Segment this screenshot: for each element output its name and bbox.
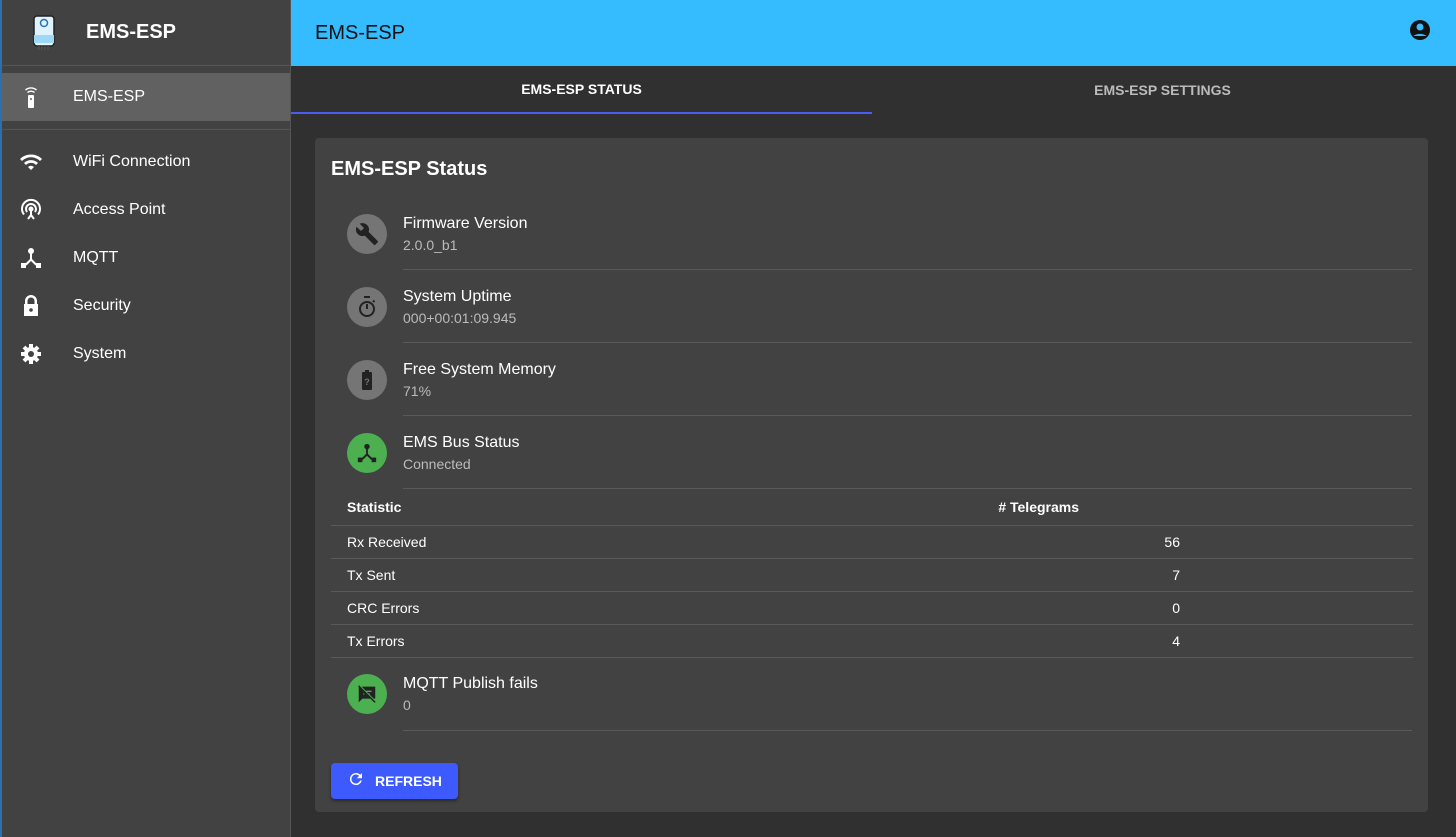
brand: EMS-ESP: [2, 0, 290, 66]
header-title: EMS-ESP: [315, 21, 406, 44]
stat-name: Tx Errors: [331, 624, 528, 658]
sidebar-item-wifi[interactable]: WiFi Connection: [2, 138, 290, 186]
list-item-mqtt-fails: MQTT Publish fails 0: [331, 658, 1412, 731]
gear-icon: [2, 342, 73, 366]
stat-name: Tx Sent: [331, 558, 528, 592]
stat-name: CRC Errors: [331, 591, 528, 625]
wifi-icon: [2, 150, 73, 174]
table-row: Tx Errors 4: [331, 624, 1413, 658]
tab-ems-esp-settings[interactable]: EMS-ESP SETTINGS: [1094, 82, 1231, 98]
sidebar-item-label: MQTT: [73, 249, 119, 266]
tab-ems-esp-status[interactable]: EMS-ESP STATUS: [291, 66, 872, 114]
stat-value: 56: [527, 525, 1413, 559]
list-item-memory: ? Free System Memory 71%: [331, 343, 1412, 416]
sidebar-item-label: Security: [73, 297, 131, 314]
sidebar-item-label: EMS-ESP: [73, 88, 146, 105]
access-point-icon: [2, 198, 73, 222]
sidebar-item-label: System: [73, 345, 127, 362]
table-row: CRC Errors 0: [331, 591, 1413, 625]
status-card: EMS-ESP Status Firmware Version 2.0.0_b1 …: [315, 138, 1428, 812]
list-item-firmware: Firmware Version 2.0.0_b1: [331, 197, 1412, 270]
item-value: 71%: [403, 382, 432, 399]
item-label: MQTT Publish fails: [403, 675, 538, 692]
table-row: Rx Received 56: [331, 525, 1413, 559]
tab-bar: EMS-ESP STATUS EMS-ESP SETTINGS: [291, 66, 1456, 114]
item-value: Connected: [403, 455, 471, 472]
sidebar-item-label: WiFi Connection: [73, 153, 191, 170]
sidebar: EMS-ESP EMS-ESP WiFi Connection Access P…: [0, 0, 291, 837]
item-value: 2.0.0_b1: [403, 236, 458, 253]
lock-icon: [2, 294, 73, 318]
item-label: System Uptime: [403, 287, 512, 305]
app-title: EMS-ESP: [86, 21, 177, 43]
telegram-stats-table: Statistic # Telegrams Rx Received 56 Tx Se…: [331, 489, 1413, 658]
item-value: 0: [403, 697, 411, 713]
remote-icon: [2, 85, 73, 109]
column-header: # Telegrams: [527, 489, 1413, 526]
item-label: EMS Bus Status: [403, 433, 520, 451]
refresh-label: REFRESH: [375, 772, 442, 789]
sidebar-item-system[interactable]: System: [2, 330, 290, 378]
battery-unknown-icon: ?: [347, 359, 387, 400]
sidebar-item-mqtt[interactable]: MQTT: [2, 234, 290, 282]
column-header: Statistic: [331, 489, 528, 526]
stat-name: Rx Received: [331, 525, 528, 559]
table-header-row: Statistic # Telegrams: [331, 489, 1413, 526]
svg-text:?: ?: [364, 377, 370, 387]
refresh-button[interactable]: REFRESH: [331, 762, 458, 799]
table-row: Tx Sent 7: [331, 558, 1413, 592]
sidebar-item-access-point[interactable]: Access Point: [2, 186, 290, 234]
boiler-logo-icon: [2, 14, 86, 51]
sidebar-item-security[interactable]: Security: [2, 282, 290, 330]
app-bar: EMS-ESP: [291, 0, 1456, 66]
wrench-icon: [347, 213, 387, 254]
stat-value: 4: [527, 624, 1413, 658]
speaker-notes-off-icon: [347, 674, 387, 714]
stat-value: 0: [527, 591, 1413, 625]
device-hub-icon: [2, 246, 73, 270]
device-hub-icon: [347, 432, 387, 473]
list-item-bus-status: EMS Bus Status Connected: [331, 416, 1412, 489]
item-value: 000+00:01:09.945: [403, 309, 517, 326]
sidebar-item-label: Access Point: [73, 201, 166, 218]
timer-icon: [347, 286, 387, 327]
card-title: EMS-ESP Status: [331, 158, 488, 180]
item-label: Firmware Version: [403, 214, 528, 232]
sidebar-item-ems-esp[interactable]: EMS-ESP: [2, 73, 290, 121]
stat-value: 7: [527, 558, 1413, 592]
refresh-icon: [347, 770, 365, 791]
account-circle-icon[interactable]: [1408, 18, 1432, 48]
item-label: Free System Memory: [403, 360, 556, 378]
list-item-uptime: System Uptime 000+00:01:09.945: [331, 270, 1412, 343]
